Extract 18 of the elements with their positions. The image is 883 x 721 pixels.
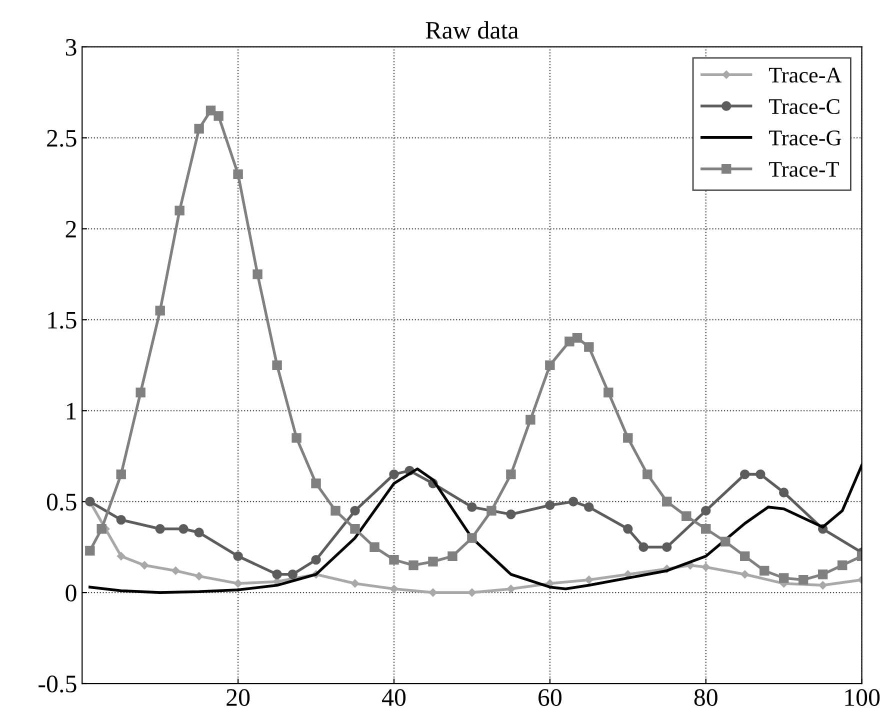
y-tick-label: -0.5 (38, 676, 76, 693)
x-tick-label: 100 (845, 689, 880, 706)
x-tick-label: 20 (226, 689, 250, 706)
x-tick-label: 80 (694, 689, 718, 706)
y-tick-label: 3 (66, 38, 76, 56)
x-tick-label: 60 (538, 689, 562, 706)
legend-label: Trace-G (768, 130, 842, 146)
y-tick-label: 1.5 (48, 312, 76, 329)
y-tick-label: 2 (66, 220, 76, 238)
x-tick-label: 40 (382, 689, 406, 706)
chart-title: Raw data (426, 21, 518, 39)
legend-label: Trace-A (768, 68, 842, 83)
legend-label: Trace-T (768, 162, 839, 177)
y-tick-label: 0 (66, 584, 76, 602)
y-tick-label: 0.5 (46, 494, 76, 511)
legend-label: Trace-C (768, 99, 840, 114)
y-tick-label: 2.5 (47, 130, 76, 147)
y-tick-label: 1 (66, 402, 76, 420)
